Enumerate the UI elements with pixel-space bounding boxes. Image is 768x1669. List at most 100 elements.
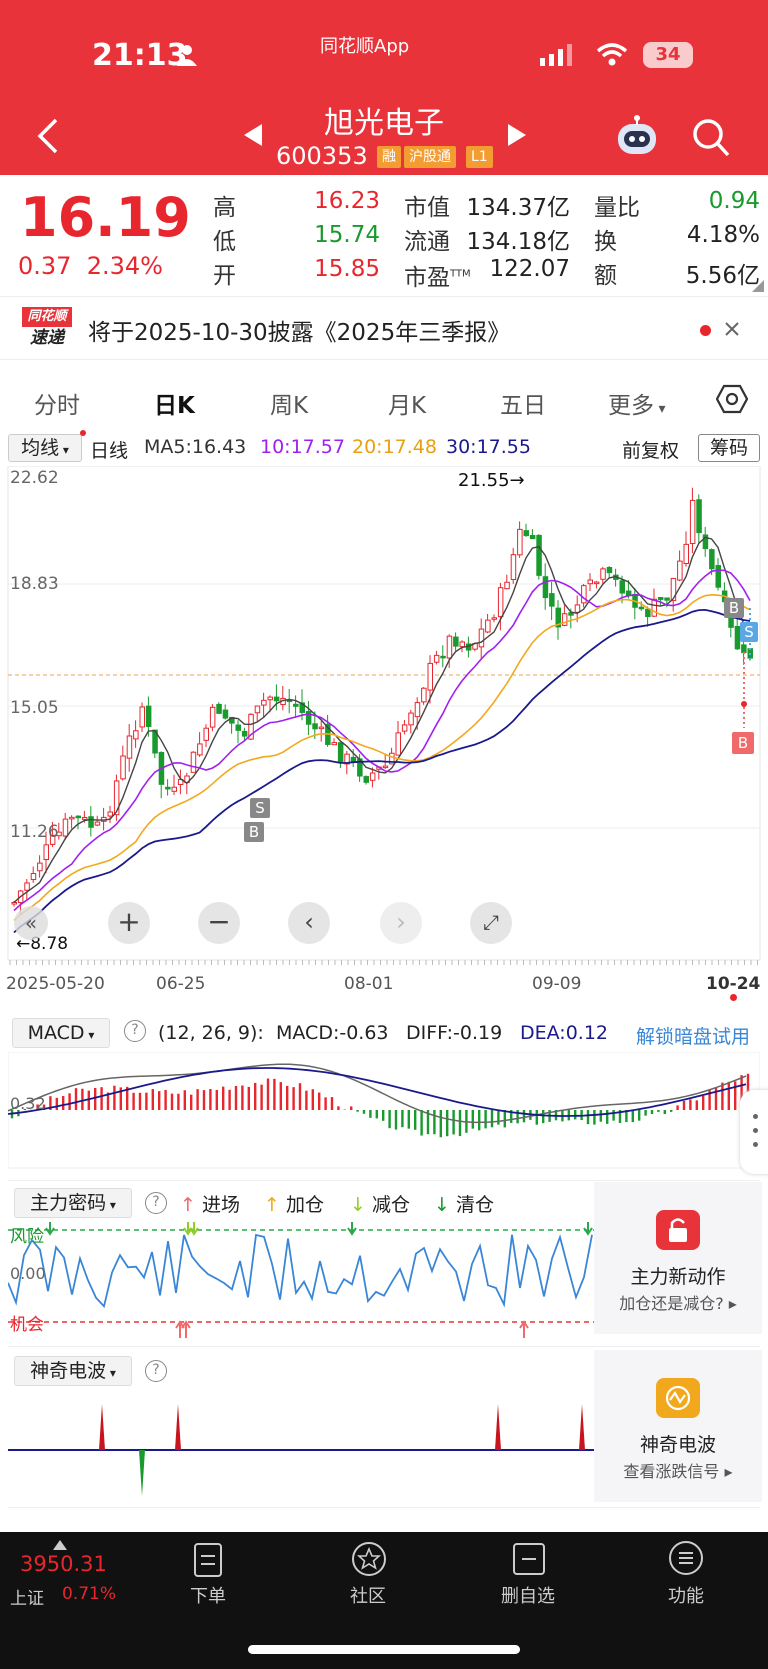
tab-more[interactable]: 更多 ▾ <box>608 393 666 419</box>
close-icon[interactable] <box>724 321 740 337</box>
magic-wave-card[interactable]: 神奇电波 查看涨跌信号 ▸ <box>594 1350 762 1502</box>
signal-sell-1[interactable]: S <box>250 798 270 818</box>
label-market-cap: 市值 <box>404 195 450 221</box>
tag-connect: 沪股通 <box>404 146 456 168</box>
index-name: 上证 <box>10 1589 44 1609</box>
tab-intraday[interactable]: 分时 <box>34 393 80 419</box>
next-stock-icon[interactable] <box>506 124 526 146</box>
status-time: 21:13 <box>92 38 188 73</box>
news-banner[interactable]: 同花顺 速递 将于2025-10-30披露《2025年三季报》 <box>0 296 768 360</box>
wifi-icon <box>596 43 628 66</box>
back-arrow-icon[interactable] <box>36 118 60 154</box>
prev-stock-icon[interactable] <box>244 124 264 146</box>
axis-label-top: 22.62 <box>10 468 59 488</box>
unlock-dark-pool-link[interactable]: 解锁暗盘试用 <box>636 1026 751 1048</box>
order-button[interactable]: 下单 <box>190 1586 226 1607</box>
zoom-out-button[interactable]: − <box>198 902 240 944</box>
legend-clear: ↓ 清仓 <box>434 1194 494 1216</box>
main-force-help-icon[interactable]: ? <box>145 1192 167 1214</box>
community-button[interactable]: 社区 <box>350 1586 386 1607</box>
magic-wave-chart[interactable] <box>8 1396 594 1500</box>
risk-label: 风险 <box>10 1227 44 1247</box>
adjust-mode-button[interactable]: 前复权 <box>622 440 680 462</box>
indicator-dot <box>80 430 86 436</box>
label-amount: 额 <box>594 263 617 289</box>
magic-wave-select[interactable]: 神奇电波 ▾ <box>14 1356 132 1386</box>
side-more-handle[interactable] <box>740 1090 768 1174</box>
fullscreen-button[interactable]: ⤢ <box>470 902 512 944</box>
stock-code: 600353 <box>276 142 368 170</box>
scroll-left-button[interactable]: « <box>14 906 48 940</box>
legend-ma5: MA5:16.43 <box>144 436 247 458</box>
zero-label: 0.00 <box>10 1264 46 1283</box>
macd-params: (12, 26, 9): <box>158 1022 264 1044</box>
unread-dot <box>700 325 711 336</box>
macd-select[interactable]: MACD ▾ <box>12 1018 110 1048</box>
label-float-cap: 流通 <box>404 229 450 255</box>
kline-chart[interactable] <box>0 466 768 974</box>
label-turnover: 换 <box>594 229 617 255</box>
date-dot <box>730 994 737 1001</box>
zoom-in-button[interactable]: + <box>108 902 150 944</box>
community-star-icon[interactable] <box>350 1540 388 1578</box>
signal-buy-1[interactable]: B <box>244 822 264 842</box>
axis-label-3: 15.05 <box>10 698 59 718</box>
current-price: 16.19 <box>20 186 191 249</box>
legend-ma30: 30:17.55 <box>446 436 531 458</box>
value-high: 16.23 <box>314 188 380 214</box>
macd-help-icon[interactable]: ? <box>124 1020 146 1042</box>
axis-label-4: 11.26 <box>10 822 59 842</box>
chip-button[interactable]: 筹码 <box>698 434 760 462</box>
high-annotation: 21.55→ <box>458 470 525 491</box>
battery-indicator: 34 <box>643 42 693 68</box>
label-open: 开 <box>213 263 236 289</box>
tab-daily-k[interactable]: 日K <box>154 393 195 419</box>
label-pe: 市盈TTM <box>404 265 471 291</box>
pan-right-button[interactable]: › <box>380 902 422 944</box>
remove-watchlist-button[interactable]: 删自选 <box>501 1586 555 1607</box>
legend-add: ↑ 加仓 <box>264 1194 324 1216</box>
news-text: 将于2025-10-30披露《2025年三季报》 <box>88 320 511 346</box>
label-high: 高 <box>213 195 236 221</box>
value-low: 15.74 <box>314 222 380 248</box>
index-value[interactable]: 3950.31 <box>20 1552 107 1576</box>
expand-corner-icon[interactable] <box>752 280 764 292</box>
function-button[interactable]: 功能 <box>668 1586 704 1607</box>
value-pe: 122.07 <box>489 256 570 282</box>
main-force-card[interactable]: 主力新动作 加仓还是减仓? ▸ <box>594 1182 762 1334</box>
remove-watchlist-icon[interactable] <box>512 1542 546 1576</box>
stock-name: 旭光电子 <box>324 106 444 141</box>
indicator-select[interactable]: 均线 ▾ <box>8 434 82 462</box>
main-force-select[interactable]: 主力密码 ▾ <box>14 1188 132 1218</box>
macd-chart[interactable] <box>8 1052 760 1170</box>
legend-period: 日线 <box>90 440 129 462</box>
period-tabs: 分时 日K 周K 月K 五日 更多 ▾ <box>0 372 768 428</box>
magic-wave-help-icon[interactable]: ? <box>145 1360 167 1382</box>
signal-sell-2[interactable]: S <box>740 622 758 642</box>
change-value: 0.37 <box>18 252 72 280</box>
robot-assistant-icon[interactable] <box>614 114 660 158</box>
order-doc-icon[interactable] <box>192 1542 224 1578</box>
change-percent: 2.34% <box>86 252 163 280</box>
dea-value: DEA:0.12 <box>520 1022 609 1044</box>
label-low: 低 <box>213 229 236 255</box>
settings-hexagon-icon[interactable] <box>716 384 748 414</box>
tab-weekly-k[interactable]: 周K <box>270 393 309 419</box>
signal-buy-2[interactable]: B <box>724 598 744 618</box>
date-label-4: 09-09 <box>532 974 582 994</box>
date-label-3: 08-01 <box>344 974 394 994</box>
person-icon <box>177 45 197 66</box>
up-triangle-icon <box>53 1540 67 1550</box>
signal-buy-3[interactable]: B <box>732 732 754 754</box>
date-label-1: 2025-05-20 <box>6 974 105 994</box>
pan-left-button[interactable]: ‹ <box>288 902 330 944</box>
home-indicator <box>248 1645 520 1654</box>
tab-five-day[interactable]: 五日 <box>500 393 546 419</box>
search-icon[interactable] <box>692 118 730 158</box>
signal-icon <box>540 44 572 66</box>
main-force-chart[interactable] <box>8 1222 594 1340</box>
function-menu-icon[interactable] <box>668 1540 704 1576</box>
diff-value: DIFF:-0.19 <box>406 1022 503 1044</box>
tab-monthly-k[interactable]: 月K <box>388 393 427 419</box>
